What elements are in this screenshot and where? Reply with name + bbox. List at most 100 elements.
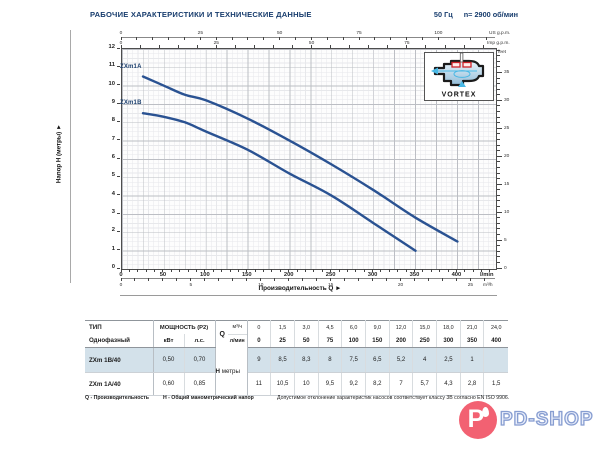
impeller-left [451,61,461,68]
lmin-tick [170,269,172,272]
table-cell: 150 [365,334,390,348]
h-tick-label: 1 [111,245,115,252]
m3h-tick [162,278,164,281]
h-tick-label: 8 [111,117,115,124]
h-tick [117,102,120,104]
usgpm-ruler [121,37,495,38]
table-cell: 6,0 [341,320,366,334]
lmin-tick [279,269,281,272]
feet-tick [497,161,500,163]
feet-tick [497,66,500,68]
m3h-tick [302,278,304,281]
table-cell: 21,0 [460,320,485,334]
lmin-tick [128,269,130,272]
table-cell: 4,3 [436,372,461,396]
tolerance-note: Допустимое отклонение характеристик насо… [277,395,510,401]
table-cell: 200 [389,334,414,348]
feet-tick-label: 5 [504,237,507,243]
lmin-tick [338,269,340,272]
lmin-tick [204,269,206,272]
usgpm-tick [342,37,344,40]
lmin-tick [363,269,365,272]
table-cell: 24,0 [490,324,502,331]
h-definition: Н - Общий манометрический напор [162,395,254,401]
m3h-ruler [121,278,495,279]
feet-tick [497,256,500,258]
curve-label: ZXm1A [119,63,142,70]
table-cell: 300 [436,334,461,348]
m3h-tick [344,278,346,281]
lmin-tick [355,269,357,272]
h-tick [117,157,120,159]
feet-tick [497,94,500,96]
h-tick-label: 11 [108,62,115,69]
impgpm-tick [177,45,179,48]
feet-tick-label: 35 [504,69,510,75]
table-cell: 0 [247,334,272,348]
table-cell: 10,5 [270,372,295,396]
lmin-tick [430,269,432,272]
lmin-tick-label: 0 [119,272,123,278]
m3h-tick [246,278,248,281]
impgpm-tick [234,45,236,48]
usgpm-tick [485,37,487,40]
m3h-tick [260,278,262,281]
impgpm-tick [139,45,141,48]
feet-tick [497,250,500,252]
h-tick-label: 3 [111,209,115,215]
feet-tick [497,150,500,152]
curve-zxm1b [141,112,417,252]
usgpm-unit-label: US g.p.m. [489,31,511,36]
usgpm-tick [279,37,281,40]
lmin-tick [481,269,483,272]
lmin-tick [413,269,415,272]
phase-header: Однофазный [85,334,154,348]
h-unit: метры [221,367,240,375]
feet-tick [497,189,500,191]
lmin-tick-label: 350 [409,272,420,278]
table-cell: 75 [318,334,343,348]
h-symbol: Н [215,367,220,375]
usgpm-tick [358,37,360,40]
impgpm-tick [387,45,389,48]
droplet-icon [482,407,489,417]
m3h-tick [414,278,415,281]
lmin-tick [489,269,491,272]
table-cell [483,347,508,373]
hp-value: 0,85 [184,372,216,396]
table-cell: 8 [318,347,343,373]
feet-tick [497,127,502,129]
page-title: РАБОЧИЕ ХАРАКТЕРИСТИКИ И ТЕХНИЧЕСКИЕ ДАН… [90,10,312,19]
table-cell: 7,5 [341,347,366,373]
frequency-speed: 50 Гц n= 2900 об/мин [434,10,518,19]
m3h-tick [483,278,485,281]
table-cell: 5,7 [412,372,438,396]
feet-tick [497,194,500,196]
feet-tick [497,111,500,113]
lmin-tick [187,269,189,272]
impgpm-tick [463,45,465,48]
m3h-tick [274,278,276,281]
feet-tick [497,105,500,107]
feet-tick [497,261,500,263]
q-unit-m3h: м³/ч [227,321,247,335]
legend-note: Q - Производительность Н - Общий маномет… [85,395,254,401]
feet-tick [497,178,500,180]
usgpm-tick [406,37,408,40]
table-cell: 18,0 [436,320,461,334]
m3h-tick [372,278,374,281]
h-tick [117,175,120,177]
lmin-tick [154,269,156,272]
table-cell: 8,2 [365,372,390,396]
feet-tick-label: 0 [504,265,507,271]
m3h-tick [232,278,234,281]
h-tick-label: 10 [108,80,115,87]
type-header: ТИП [85,320,154,334]
table-cell: 25 [270,334,295,348]
usgpm-tick-label: 0 [119,31,123,36]
table-cell: 15,0 [412,320,438,334]
impgpm-tick [311,45,313,48]
lmin-tick [455,269,457,272]
lmin-tick [120,269,122,272]
table-cell: 4,5 [318,320,343,334]
